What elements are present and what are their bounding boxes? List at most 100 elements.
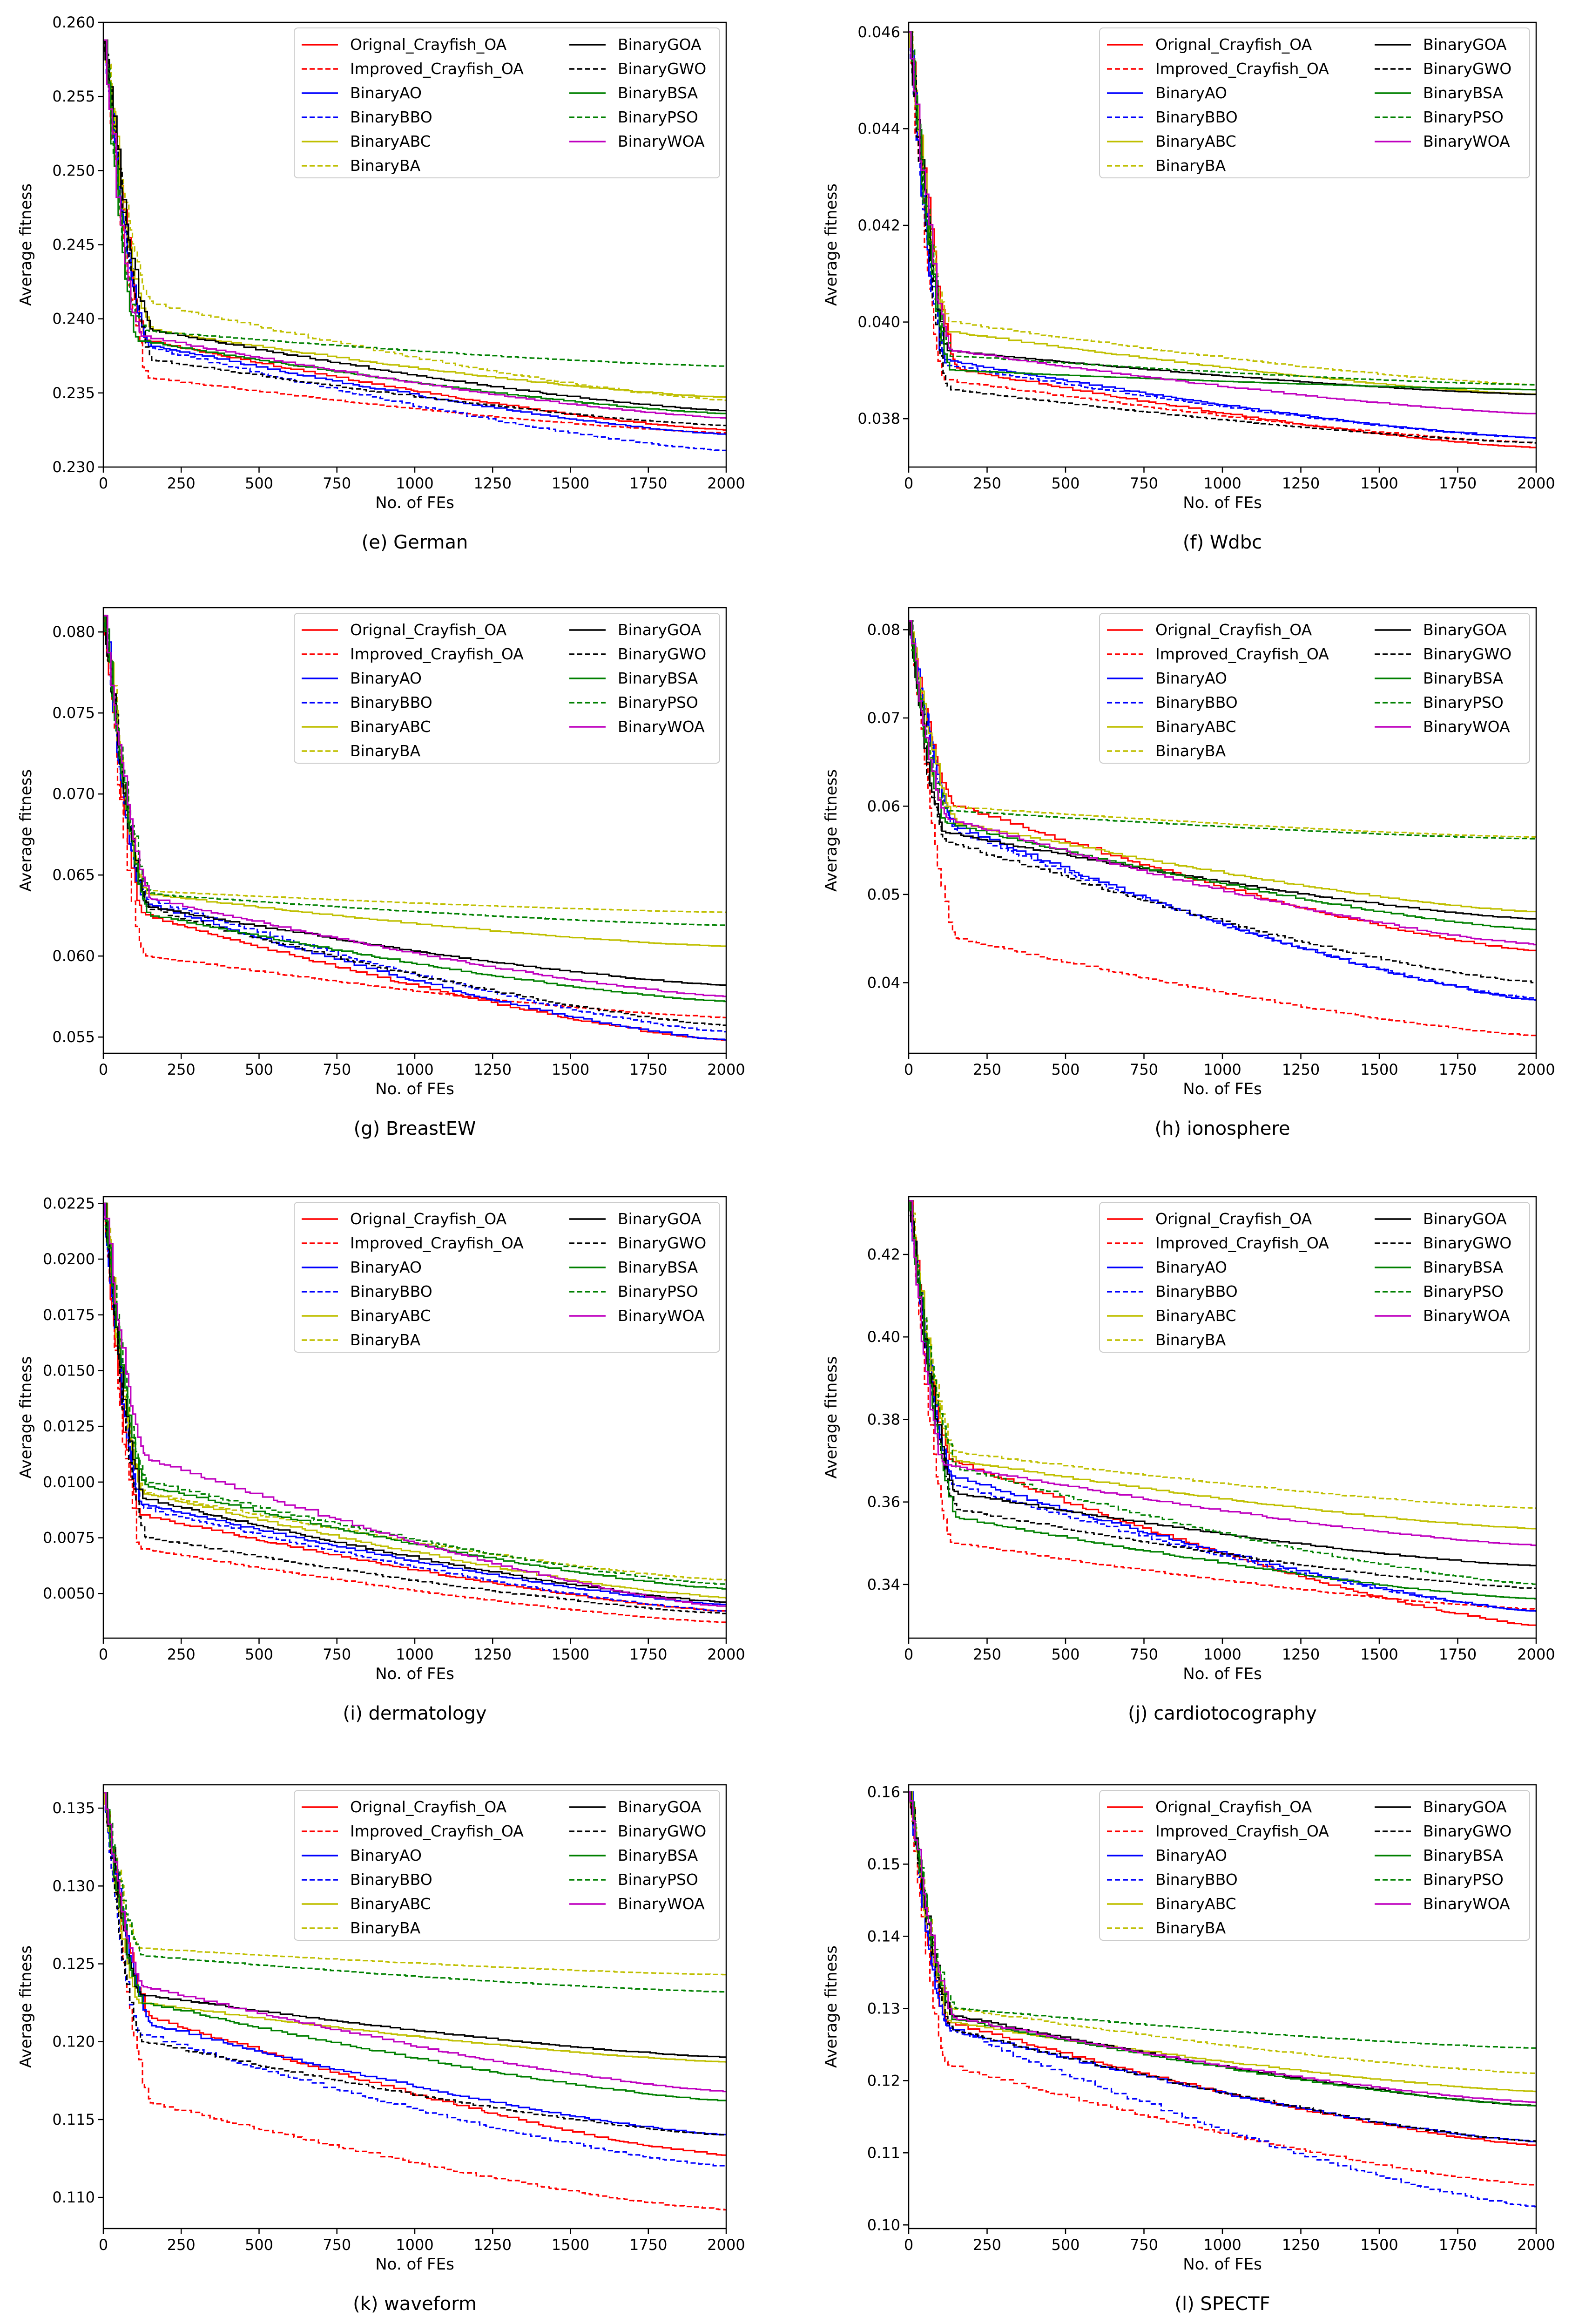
x-tick-label: 1750 bbox=[1439, 1061, 1477, 1078]
legend-box bbox=[1099, 613, 1530, 764]
y-tick-label: 0.230 bbox=[52, 458, 95, 476]
y-tick-label: 0.16 bbox=[867, 1783, 900, 1801]
x-tick-label: 500 bbox=[1051, 1646, 1079, 1663]
legend-label: BinaryGOA bbox=[1423, 1798, 1507, 1816]
legend-box bbox=[294, 613, 720, 764]
x-tick-label: 1500 bbox=[1360, 1646, 1398, 1663]
x-axis-label: No. of FEs bbox=[375, 1665, 454, 1683]
x-tick-label: 1250 bbox=[474, 1646, 512, 1663]
x-tick-label: 1750 bbox=[629, 474, 667, 492]
x-tick-label: 250 bbox=[167, 2236, 196, 2254]
x-tick-label: 0 bbox=[904, 1061, 913, 1078]
legend-label: BinaryBSA bbox=[1423, 84, 1504, 102]
legend-label: BinaryAO bbox=[350, 1846, 422, 1864]
legend-label: BinaryGOA bbox=[618, 1798, 702, 1816]
y-tick-label: 0.05 bbox=[867, 886, 900, 903]
legend-label: Improved_Crayfish_OA bbox=[350, 645, 524, 663]
series-line-BinaryGWO bbox=[909, 620, 1536, 983]
y-tick-label: 0.38 bbox=[867, 1410, 900, 1428]
y-tick-label: 0.06 bbox=[867, 797, 900, 815]
y-axis-label: Average fitness bbox=[822, 1356, 841, 1478]
legend-label: Orignal_Crayfish_OA bbox=[1155, 1210, 1312, 1228]
x-tick-label: 1750 bbox=[629, 1646, 667, 1663]
x-tick-label: 250 bbox=[167, 1646, 196, 1663]
series-line-BinaryBBO bbox=[103, 615, 726, 1033]
legend-label: Improved_Crayfish_OA bbox=[350, 60, 524, 78]
legend-label: Orignal_Crayfish_OA bbox=[1155, 621, 1312, 639]
y-tick-label: 0.10 bbox=[867, 2216, 900, 2234]
series-line-BinaryAO bbox=[103, 1202, 726, 1606]
y-tick-label: 0.08 bbox=[867, 621, 900, 638]
legend-label: BinaryPSO bbox=[1423, 108, 1504, 126]
legend-label: BinaryBBO bbox=[1155, 1282, 1238, 1301]
series-line-BinaryPSO bbox=[103, 1792, 726, 1993]
legend-label: BinaryPSO bbox=[618, 1282, 698, 1301]
series-line-BinaryGWO bbox=[103, 1202, 726, 1614]
series-line-BinaryGOA bbox=[103, 615, 726, 986]
legend-label: BinaryBA bbox=[350, 156, 421, 175]
legend-label: BinaryGOA bbox=[618, 1210, 702, 1228]
legend-label: Improved_Crayfish_OA bbox=[1155, 60, 1329, 78]
legend-box bbox=[294, 1790, 720, 1941]
x-tick-label: 1750 bbox=[629, 1061, 667, 1078]
y-tick-label: 0.040 bbox=[857, 313, 900, 331]
series-line-BinaryBSA bbox=[103, 1792, 726, 2101]
x-tick-label: 250 bbox=[973, 1646, 1001, 1663]
series-line-BinaryWOA bbox=[103, 615, 726, 997]
x-tick-label: 1000 bbox=[1203, 1646, 1241, 1663]
series-line-Improved_Crayfish_OA bbox=[909, 620, 1536, 1037]
series-line-BinaryABC bbox=[909, 31, 1536, 395]
legend-label: BinaryGWO bbox=[618, 60, 706, 78]
series-line-Improved_Crayfish_OA bbox=[909, 1791, 1536, 2186]
legend-label: BinaryAO bbox=[1155, 84, 1227, 102]
series-line-BinaryWOA bbox=[909, 620, 1536, 946]
y-tick-label: 0.235 bbox=[52, 384, 95, 402]
y-tick-label: 0.13 bbox=[867, 1999, 900, 2017]
series-line-BinaryPSO bbox=[103, 39, 726, 367]
y-tick-label: 0.42 bbox=[867, 1246, 900, 1263]
x-tick-label: 500 bbox=[1051, 474, 1079, 492]
chart-panel-6: 0 250 500 750 1000 1250 1500 1750 2000 0.34 0.36 0.… bbox=[822, 1196, 1555, 1724]
legend-label: BinaryGWO bbox=[1423, 645, 1511, 663]
x-tick-label: 750 bbox=[1130, 474, 1158, 492]
x-axis-label: No. of FEs bbox=[1183, 494, 1262, 512]
series-line-BinaryBA bbox=[103, 1792, 726, 1976]
legend-label: BinaryGOA bbox=[1423, 35, 1507, 54]
series-line-BinaryGWO bbox=[103, 1792, 726, 2136]
x-tick-label: 1250 bbox=[1282, 1061, 1320, 1078]
panel-caption: (g) BreastEW bbox=[354, 1118, 476, 1139]
x-tick-label: 1000 bbox=[396, 1646, 433, 1663]
legend: Orignal_Crayfish_OA Improved_Crayfish_OA B… bbox=[1099, 1202, 1530, 1353]
series-line-BinaryABC bbox=[103, 1792, 726, 2063]
series-line-BinaryABC bbox=[909, 620, 1536, 913]
y-axis-label: Average fitness bbox=[822, 1945, 841, 2068]
legend-label: BinaryPSO bbox=[618, 108, 698, 126]
y-tick-label: 0.115 bbox=[52, 2111, 95, 2128]
series-line-BinaryGOA bbox=[103, 39, 726, 412]
series-line-BinaryBBO bbox=[103, 1202, 726, 1612]
y-axis-label: Average fitness bbox=[17, 1356, 35, 1478]
series-line-BinaryBBO bbox=[909, 31, 1536, 439]
y-tick-label: 0.36 bbox=[867, 1493, 900, 1511]
panel-caption: (i) dermatology bbox=[343, 1703, 486, 1724]
series-line-BinaryAO bbox=[909, 1200, 1536, 1612]
y-tick-label: 0.40 bbox=[867, 1328, 900, 1346]
legend-label: BinaryBBO bbox=[1155, 108, 1238, 126]
x-tick-label: 1000 bbox=[1203, 474, 1241, 492]
series-group bbox=[909, 31, 1536, 448]
legend: Orignal_Crayfish_OA Improved_Crayfish_OA B… bbox=[1099, 613, 1530, 764]
legend-label: BinaryPSO bbox=[618, 693, 698, 711]
legend-label: BinaryBSA bbox=[1423, 669, 1504, 687]
y-tick-label: 0.14 bbox=[867, 1927, 900, 1945]
legend-label: BinaryBA bbox=[350, 1331, 421, 1349]
series-group bbox=[103, 39, 726, 451]
x-tick-label: 0 bbox=[99, 2236, 108, 2254]
series-line-Improved_Crayfish_OA bbox=[103, 615, 726, 1018]
legend-label: BinaryBSA bbox=[618, 669, 698, 687]
legend-label: BinaryWOA bbox=[618, 1307, 705, 1325]
legend-label: BinaryGWO bbox=[1423, 60, 1511, 78]
series-line-BinaryABC bbox=[103, 615, 726, 947]
legend-label: BinaryWOA bbox=[1423, 718, 1510, 736]
panel-caption: (f) Wdbc bbox=[1183, 532, 1262, 553]
